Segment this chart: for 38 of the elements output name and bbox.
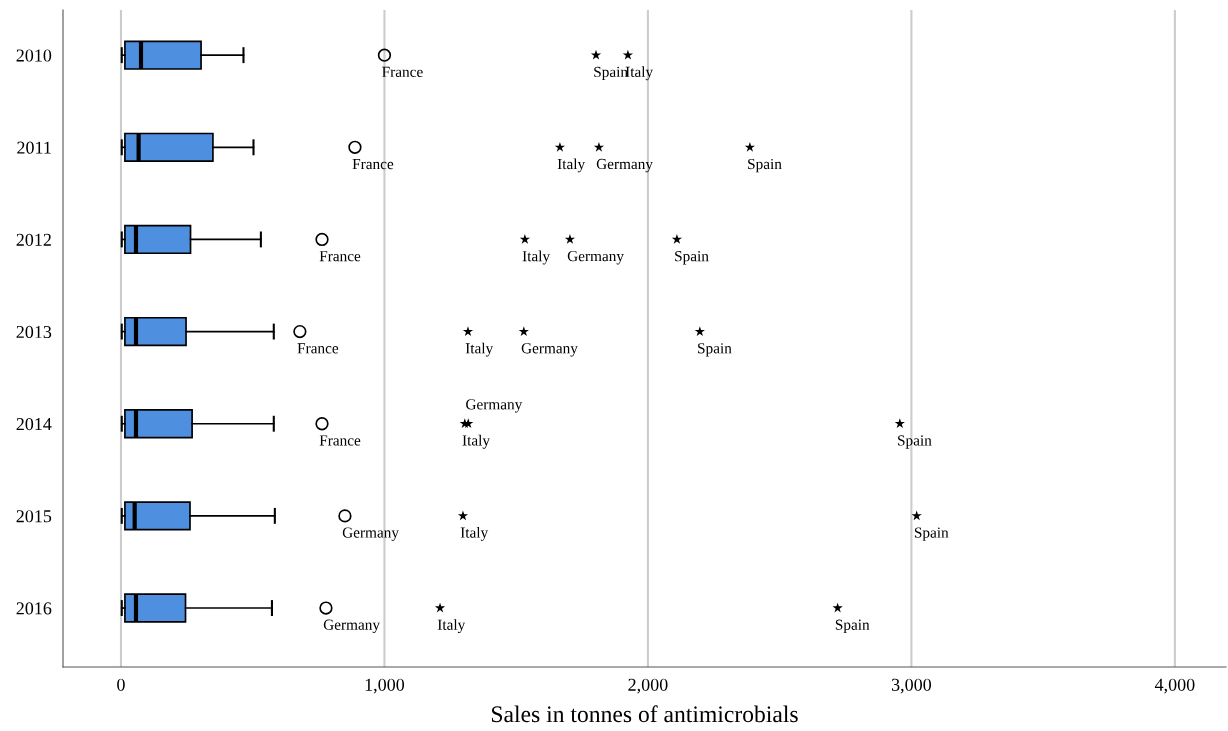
annotation: France xyxy=(319,435,361,446)
y-tick-label: 2015 xyxy=(16,510,52,523)
annotation: Italy xyxy=(625,66,654,81)
annotation: Germany xyxy=(342,527,399,541)
x-tick-label: 2,000 xyxy=(628,678,668,694)
x-axis-title: Sales in tonnes of antimicrobials xyxy=(491,705,798,723)
annotation: Germany xyxy=(323,619,380,633)
annotation: France xyxy=(297,343,339,354)
y-tick-label: 2010 xyxy=(16,49,52,62)
x-tick-label: 0 xyxy=(117,678,125,691)
annotation: Italy xyxy=(437,619,466,634)
x-tick-label: 1,000 xyxy=(365,678,405,694)
annotation: Italy xyxy=(465,342,494,357)
annotation: Italy xyxy=(557,158,586,173)
annotation: France xyxy=(382,66,423,78)
annotation: Spain xyxy=(594,66,628,81)
annotation: Germany xyxy=(567,251,624,265)
x-tick-label: 4,000 xyxy=(1154,678,1195,694)
annotation: Spain xyxy=(898,435,932,449)
annotation: Italy xyxy=(462,434,490,449)
annotation: Italy xyxy=(460,526,489,541)
annotation: Spain xyxy=(698,343,732,357)
annotation: Germany xyxy=(521,343,578,357)
x-tick-label: 3,000 xyxy=(891,678,932,694)
y-tick-label: 2011 xyxy=(17,141,51,154)
annotation: France xyxy=(352,159,394,170)
annotation: France xyxy=(319,251,361,262)
annotation: Spain xyxy=(748,158,782,173)
annotation: Spain xyxy=(675,251,709,265)
annotation: Germany xyxy=(466,399,523,413)
annotation: Germany xyxy=(596,158,653,173)
y-tick-label: 2014 xyxy=(16,417,52,431)
y-tick-label: 2016 xyxy=(16,602,52,615)
annotation: Spain xyxy=(835,619,870,633)
y-tick-label: 2012 xyxy=(16,233,51,246)
annotation: Italy xyxy=(522,250,551,265)
annotation: Spain xyxy=(914,527,949,541)
y-tick-label: 2013 xyxy=(16,325,52,339)
